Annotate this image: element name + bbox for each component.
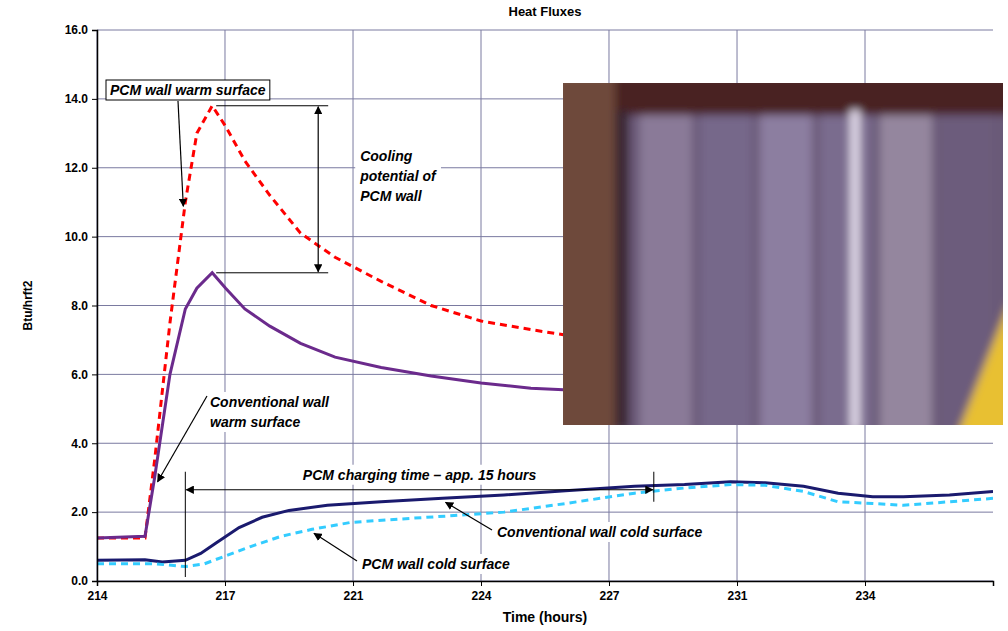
grid-line bbox=[97, 512, 993, 513]
tick-label: 0.0 bbox=[71, 574, 88, 588]
axis-line bbox=[98, 582, 994, 587]
tick-label: 6.0 bbox=[71, 368, 88, 382]
tick-mark bbox=[481, 581, 482, 586]
tick-label: 217 bbox=[215, 589, 235, 603]
tick-label: 231 bbox=[728, 589, 748, 603]
grid bbox=[97, 30, 993, 581]
annotation: PCM wall warm surface bbox=[110, 82, 266, 98]
y-axis-title: Btu/hrft2 bbox=[21, 280, 35, 330]
tick: 214 bbox=[87, 581, 107, 603]
lines bbox=[97, 106, 993, 567]
annotation: Conventional wall cold surface bbox=[497, 524, 703, 540]
tick: 227 bbox=[599, 581, 619, 603]
tick-mark bbox=[92, 168, 97, 169]
tick-label: 224 bbox=[471, 589, 491, 603]
tick-mark bbox=[92, 581, 97, 582]
reference-line bbox=[653, 472, 654, 502]
grid-line bbox=[97, 443, 993, 444]
tick: 6.0 bbox=[71, 368, 97, 382]
arrow bbox=[314, 533, 357, 561]
grid-line bbox=[224, 30, 225, 581]
label-background bbox=[299, 465, 541, 485]
arrow bbox=[186, 489, 652, 490]
label-backgrounds bbox=[106, 80, 707, 574]
tick-mark bbox=[737, 581, 738, 586]
tick: 221 bbox=[344, 581, 364, 603]
label-background bbox=[106, 80, 270, 100]
annotation: Coolingpotential ofPCM wall bbox=[359, 148, 437, 204]
tick: 16.0 bbox=[65, 23, 97, 37]
grid-line bbox=[353, 30, 354, 581]
label-background bbox=[493, 522, 707, 542]
tick: 217 bbox=[215, 581, 235, 603]
tick: 8.0 bbox=[71, 299, 97, 313]
tick-label: 8.0 bbox=[71, 299, 88, 313]
tick-mark bbox=[92, 30, 97, 31]
annotation: PCM wall cold surface bbox=[362, 556, 510, 572]
tick: 10.0 bbox=[65, 230, 97, 244]
annotation: Conventional wallwarm surface bbox=[210, 394, 330, 430]
tick: 12.0 bbox=[65, 161, 97, 175]
chart: 214 217 221 224 227 231 234 0.0 2.0 4.0 6.0 8.0 10.0… bbox=[0, 0, 1008, 631]
tick-label: 16.0 bbox=[65, 23, 89, 37]
tick: 224 bbox=[471, 581, 491, 603]
label-background bbox=[206, 392, 334, 432]
tick-label: 214 bbox=[87, 589, 107, 603]
chart-title: Heat Fluxes bbox=[509, 4, 582, 19]
tick-mark bbox=[92, 374, 97, 375]
x-axis: 214 217 221 224 227 231 234 bbox=[87, 581, 993, 603]
photo bbox=[563, 83, 1003, 425]
grid-line bbox=[481, 30, 482, 581]
labels: PCM wall warm surface Conventional wallwa… bbox=[110, 82, 703, 572]
grid-line bbox=[97, 30, 993, 31]
x-axis-title: Time (hours) bbox=[503, 609, 588, 625]
reference-line bbox=[216, 105, 328, 106]
label-background bbox=[358, 554, 514, 574]
tick-mark bbox=[353, 581, 354, 586]
tick-label: 14.0 bbox=[65, 92, 89, 106]
tick-mark bbox=[92, 99, 97, 100]
tick-mark bbox=[92, 443, 97, 444]
tick-label: 2.0 bbox=[71, 505, 88, 519]
tick: 0.0 bbox=[71, 574, 97, 588]
tick-label: 234 bbox=[855, 589, 875, 603]
tick-mark bbox=[865, 581, 866, 586]
tick: 14.0 bbox=[65, 92, 97, 106]
arrow bbox=[178, 101, 183, 206]
annotation: PCM charging time – app. 15 hours bbox=[303, 467, 537, 483]
axis-line bbox=[92, 31, 98, 582]
tick: 2.0 bbox=[71, 505, 97, 519]
tick-mark bbox=[609, 581, 610, 586]
arrows bbox=[158, 101, 654, 577]
series-line bbox=[97, 106, 564, 538]
tick-label: 227 bbox=[599, 589, 619, 603]
arrow bbox=[446, 502, 492, 530]
series-line bbox=[97, 485, 993, 567]
series-line bbox=[97, 482, 993, 562]
tick-mark bbox=[92, 237, 97, 238]
tick-mark bbox=[92, 512, 97, 513]
tick: 231 bbox=[728, 581, 748, 603]
tick-mark bbox=[92, 306, 97, 307]
tick-label: 10.0 bbox=[65, 230, 89, 244]
tick-label: 4.0 bbox=[71, 437, 88, 451]
annotations: PCM wall warm surface Conventional wallwa… bbox=[106, 80, 707, 577]
reference-line bbox=[185, 472, 186, 577]
arrow bbox=[158, 396, 207, 482]
label-background bbox=[355, 146, 441, 206]
series-line bbox=[97, 273, 564, 538]
tick-mark bbox=[225, 581, 226, 586]
tick-label: 221 bbox=[344, 589, 364, 603]
tick-label: 12.0 bbox=[65, 161, 89, 175]
tick: 234 bbox=[855, 581, 875, 603]
reference-line bbox=[216, 272, 328, 273]
y-axis: 0.0 2.0 4.0 6.0 8.0 10.0 12.0 14.0 16.0 bbox=[65, 23, 98, 588]
tick: 4.0 bbox=[71, 437, 97, 451]
arrow bbox=[318, 107, 319, 272]
